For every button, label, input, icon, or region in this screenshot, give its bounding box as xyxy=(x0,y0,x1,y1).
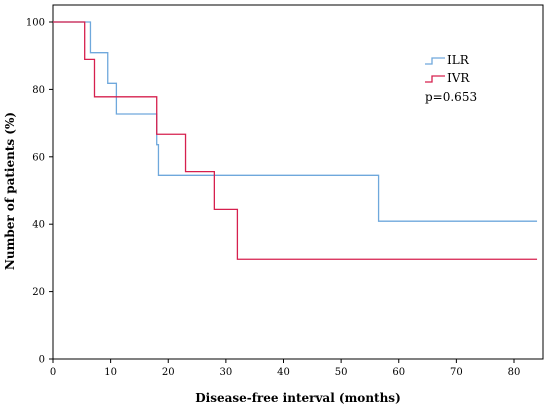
x-tick-label: 0 xyxy=(50,367,56,378)
p-value-annotation: p=0.653 xyxy=(425,90,477,104)
x-tick-label: 20 xyxy=(162,367,175,378)
y-axis-title: Number of patients (%) xyxy=(3,112,17,270)
x-tick-label: 40 xyxy=(277,367,290,378)
legend-label-ilr: ILR xyxy=(447,53,470,67)
series-line-ivr xyxy=(53,21,538,260)
series-lines xyxy=(53,21,538,260)
y-tick-label: 60 xyxy=(32,152,45,163)
x-tick-label: 10 xyxy=(104,367,117,378)
y-tick-label: 100 xyxy=(26,18,45,29)
y-tick-label: 80 xyxy=(32,85,45,96)
legend-label-ivr: IVR xyxy=(447,71,470,85)
legend-swatch-ivr xyxy=(425,75,445,83)
y-tick-label: 20 xyxy=(32,287,45,298)
x-tick-label: 60 xyxy=(392,367,405,378)
y-tick-label: 0 xyxy=(39,355,45,366)
series-line-ilr xyxy=(53,21,538,222)
y-axis-ticks: 0 20 40 60 80 100 xyxy=(26,18,53,366)
x-axis-ticks: 0 10 20 30 40 50 60 70 80 xyxy=(50,359,521,378)
legend: ILR IVR xyxy=(425,53,470,85)
x-tick-label: 30 xyxy=(220,367,233,378)
x-tick-label: 50 xyxy=(335,367,348,378)
x-axis-title: Disease-free interval (months) xyxy=(195,391,401,405)
legend-swatch-ilr xyxy=(425,57,445,65)
x-tick-label: 70 xyxy=(450,367,463,378)
axes xyxy=(52,4,544,360)
x-tick-label: 80 xyxy=(508,367,521,378)
y-tick-label: 40 xyxy=(32,220,45,231)
plot-area-frame xyxy=(52,4,544,360)
